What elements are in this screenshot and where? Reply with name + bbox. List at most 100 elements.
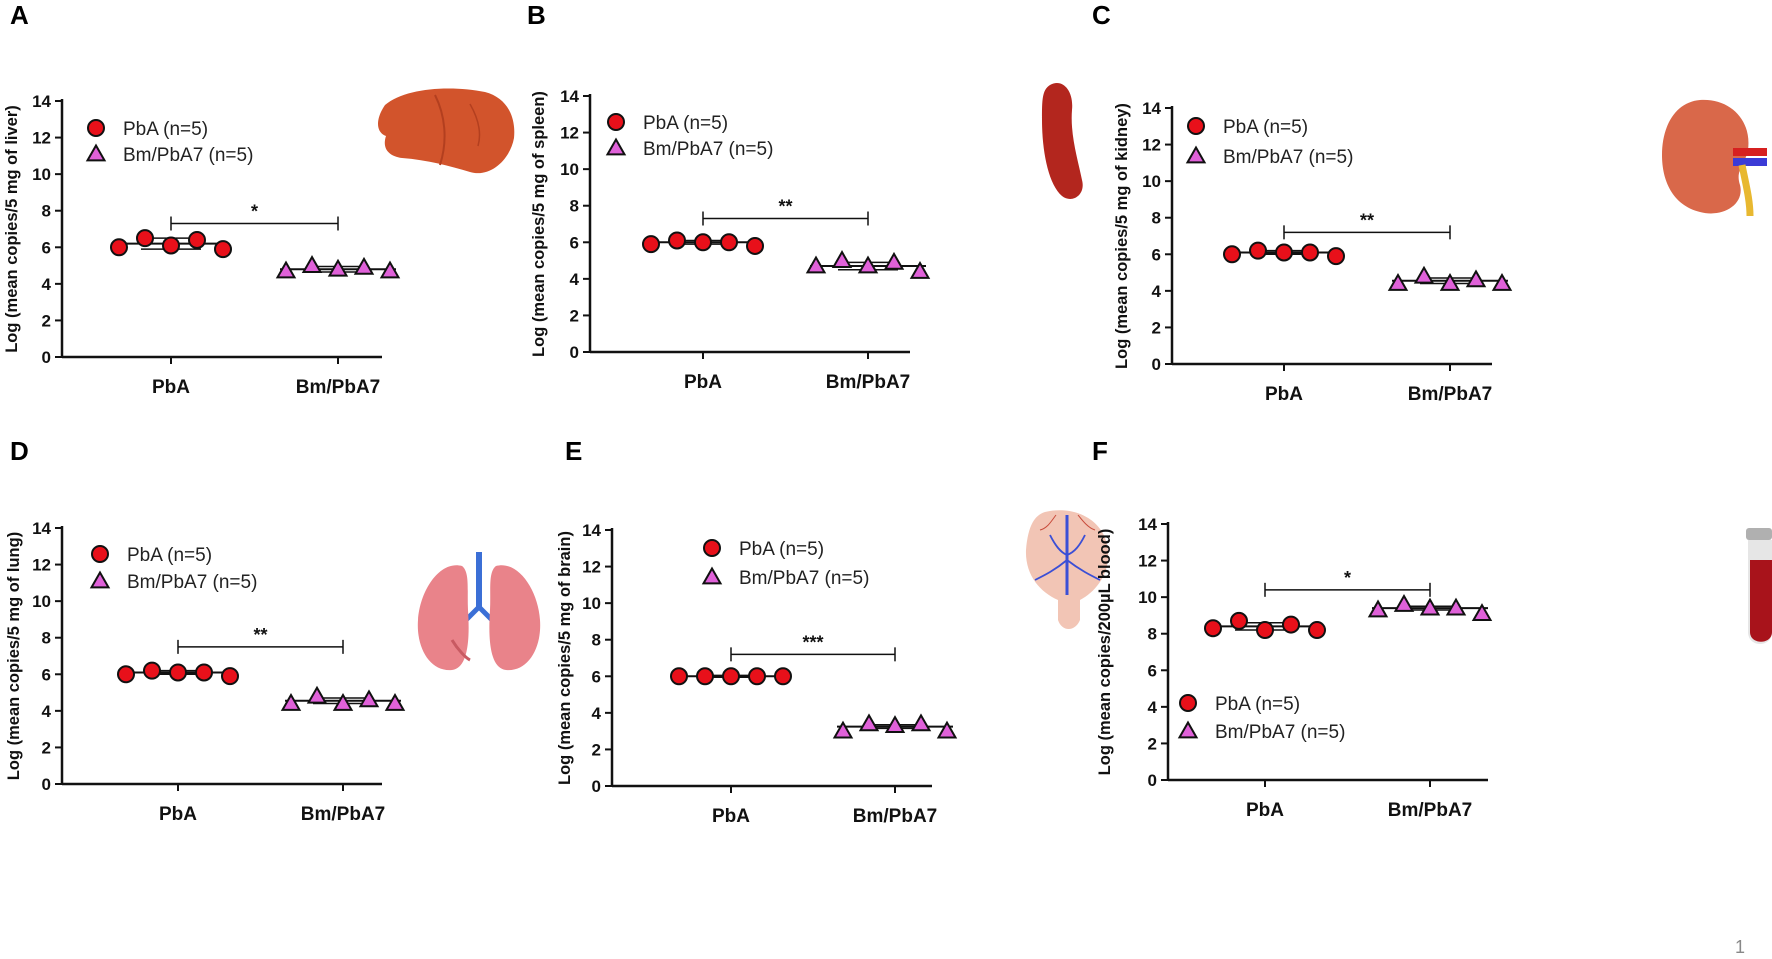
legend-marker-bm-pba7 — [85, 143, 107, 162]
y-axis-label: Log (mean copies/5 mg of lung) — [5, 532, 23, 780]
significance-label: *** — [802, 632, 823, 652]
data-point-bm-pba7 — [936, 720, 958, 739]
x-category-label: PbA — [1265, 384, 1303, 405]
data-point-pba — [748, 667, 766, 686]
y-tick-label: 6 — [42, 665, 51, 684]
y-tick-label: 14 — [1138, 515, 1157, 534]
legend: PbA (n=5) Bm/PbA7 (n=5) — [89, 545, 257, 593]
y-tick-label: 12 — [560, 124, 579, 143]
legend-marker-bm-pba7 — [605, 137, 627, 156]
y-tick-label: 12 — [32, 129, 51, 148]
legend-marker-pba — [703, 539, 721, 557]
y-tick-label: 0 — [42, 775, 51, 794]
y-tick-label: 14 — [32, 92, 51, 111]
y-tick-label: 10 — [582, 594, 601, 613]
y-tick-label: 4 — [1152, 282, 1162, 301]
kidney-illustration — [1662, 99, 1767, 217]
y-tick-label: 8 — [42, 629, 51, 648]
y-tick-label: 12 — [582, 558, 601, 577]
y-tick-label: 12 — [1142, 136, 1161, 155]
data-point-pba — [1301, 243, 1319, 262]
data-point-bm-pba7 — [883, 251, 905, 270]
data-point-pba — [1256, 621, 1274, 640]
panel-letter: B — [527, 0, 546, 30]
data-point-bm-pba7 — [910, 713, 932, 732]
x-category-label: PbA — [1246, 800, 1284, 821]
y-tick-label: 10 — [32, 592, 51, 611]
legend-marker-bm-pba7 — [701, 566, 723, 585]
data-point-pba — [110, 238, 128, 257]
data-point-bm-pba7 — [384, 693, 406, 711]
panel-a: A 0 2 4 6 8 10 12 14 PbA Bm/PbA7 Log (mean copies/5… — [3, 0, 401, 398]
y-tick-label: 8 — [1148, 625, 1157, 644]
data-point-pba — [720, 233, 738, 252]
y-tick-label: 0 — [1152, 355, 1161, 374]
legend: PbA (n=5) Bm/PbA7 (n=5) — [1185, 117, 1353, 168]
spleen-illustration — [1042, 82, 1083, 199]
legend-marker-bm-pba7 — [89, 570, 111, 589]
data-point-bm-pba7 — [857, 255, 879, 274]
y-tick-label: 2 — [592, 740, 601, 759]
data-point-bm-pba7 — [327, 258, 349, 277]
x-category-label: Bm/PbA7 — [1408, 384, 1492, 405]
data-point-pba — [1204, 619, 1222, 638]
data-point-bm-pba7 — [1471, 603, 1493, 621]
legend-label-bm-pba7: Bm/PbA7 (n=5) — [127, 572, 257, 593]
y-tick-label: 4 — [1148, 698, 1158, 717]
panel-letter: F — [1092, 436, 1108, 466]
y-tick-label: 8 — [592, 631, 601, 650]
data-point-bm-pba7 — [805, 255, 827, 274]
data-point-bm-pba7 — [353, 256, 375, 275]
y-tick-label: 14 — [32, 519, 51, 538]
data-point-pba — [195, 663, 213, 682]
y-tick-label: 4 — [592, 704, 602, 723]
data-point-bm-pba7 — [1465, 269, 1487, 288]
legend-label-bm-pba7: Bm/PbA7 (n=5) — [643, 139, 773, 160]
x-category-label: Bm/PbA7 — [296, 377, 380, 398]
data-point-bm-pba7 — [301, 255, 323, 273]
data-point-bm-pba7 — [379, 260, 401, 279]
y-tick-label: 2 — [42, 311, 51, 330]
data-point-pba — [188, 230, 206, 249]
x-category-label: PbA — [684, 372, 722, 393]
data-point-bm-pba7 — [858, 713, 880, 732]
x-category-label: Bm/PbA7 — [1388, 800, 1472, 821]
x-category-label: Bm/PbA7 — [853, 806, 937, 827]
data-point-bm-pba7 — [1393, 593, 1415, 612]
data-point-bm-pba7 — [1367, 599, 1389, 618]
legend-marker-bm-pba7 — [1185, 145, 1207, 164]
data-point-bm-pba7 — [884, 715, 906, 734]
legend-label-pba: PbA (n=5) — [1223, 117, 1308, 138]
data-point-pba — [143, 661, 161, 680]
y-tick-label: 12 — [32, 556, 51, 575]
significance-label: ** — [253, 625, 267, 645]
y-tick-label: 2 — [1148, 734, 1157, 753]
lung-illustration — [417, 552, 541, 671]
data-point-pba — [221, 667, 239, 686]
panel-e: E 0 2 4 6 8 10 12 14 PbA Bm/PbA7 Log (mean copies/5… — [556, 436, 958, 827]
data-point-pba — [696, 667, 714, 686]
significance-label: * — [1344, 568, 1351, 588]
y-tick-label: 6 — [1152, 245, 1161, 264]
legend: PbA (n=5) Bm/PbA7 (n=5) — [701, 539, 869, 589]
y-tick-label: 14 — [582, 521, 601, 540]
data-point-pba — [642, 235, 660, 254]
legend-label-bm-pba7: Bm/PbA7 (n=5) — [1223, 147, 1353, 168]
y-tick-label: 14 — [560, 87, 579, 106]
data-point-pba — [668, 231, 686, 250]
y-tick-label: 0 — [570, 343, 579, 362]
blood-tube-illustration — [1746, 528, 1772, 644]
y-tick-label: 8 — [570, 197, 579, 216]
data-point-bm-pba7 — [280, 693, 302, 711]
panel-letter: C — [1092, 0, 1111, 30]
significance-label: ** — [778, 197, 792, 217]
data-point-pba — [722, 667, 740, 686]
legend-label-bm-pba7: Bm/PbA7 (n=5) — [1215, 722, 1345, 743]
data-point-bm-pba7 — [1419, 597, 1441, 616]
y-tick-label: 2 — [1152, 318, 1161, 337]
legend-label-pba: PbA (n=5) — [127, 545, 212, 566]
data-point-bm-pba7 — [275, 260, 297, 279]
legend-label-pba: PbA (n=5) — [643, 113, 728, 134]
y-tick-label: 0 — [1148, 771, 1157, 790]
data-point-bm-pba7 — [1491, 273, 1513, 291]
